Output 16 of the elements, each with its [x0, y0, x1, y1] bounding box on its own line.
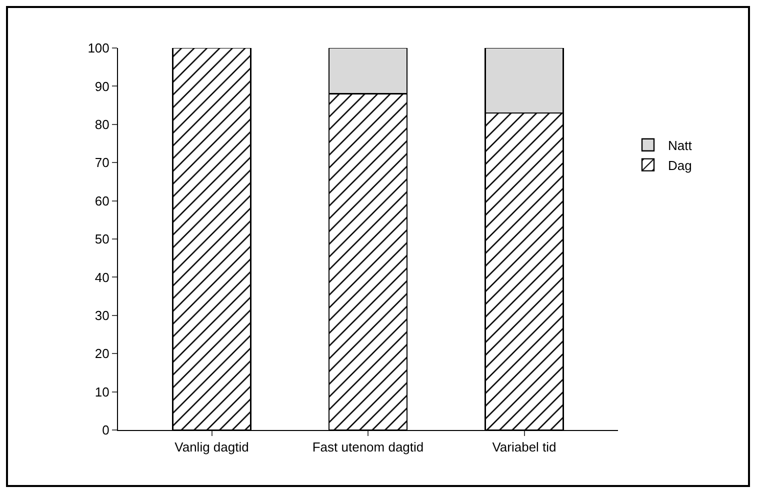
y-tick-label: 10: [94, 384, 110, 400]
x-tick-label: Fast utenom dagtid: [312, 440, 424, 455]
x-tick-label: Variabel tid: [492, 440, 556, 455]
y-tick-label: 60: [94, 193, 110, 208]
y-tick-label: 90: [94, 78, 110, 94]
text: Dag: [668, 158, 692, 173]
legend-label: Natt: [668, 138, 692, 153]
x-tick-label: Vanlig dagtid: [174, 440, 249, 455]
y-tick-label: 0: [102, 422, 110, 438]
y-tick-label: 40: [94, 270, 110, 285]
y-tick-label: 30: [94, 308, 110, 323]
y-tick-label: 20: [94, 346, 110, 362]
y-tick-label: 100: [88, 40, 110, 56]
y-tick-label: 70: [94, 155, 110, 170]
y-tick-label: 80: [94, 116, 110, 132]
y-tick-label: 50: [94, 232, 110, 247]
